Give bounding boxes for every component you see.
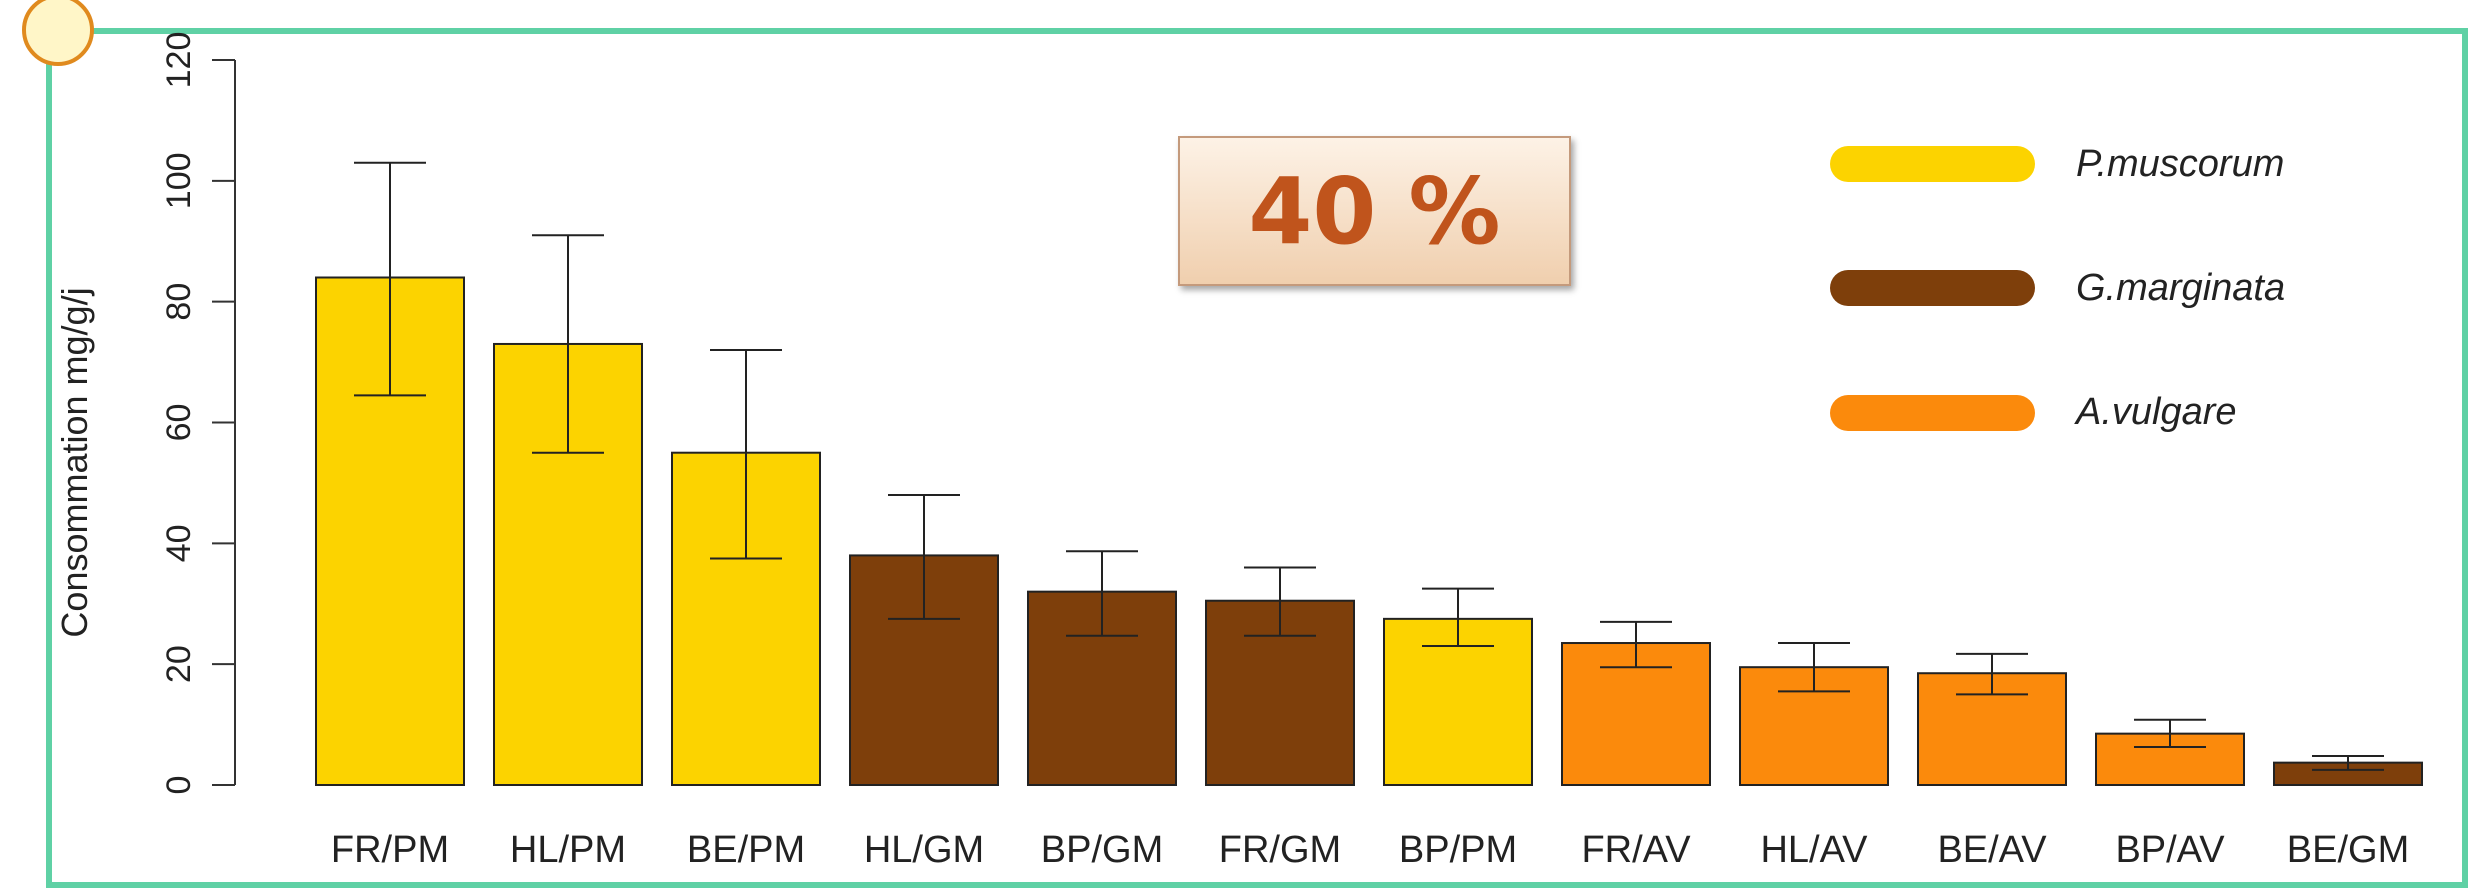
category-label: HL/PM: [510, 829, 626, 871]
y-tick-label: 0: [160, 776, 198, 795]
y-tick-label: 100: [160, 152, 198, 209]
category-label: HL/AV: [1760, 829, 1868, 871]
highlight-box: 40 %: [1178, 136, 1571, 286]
legend-label-pm: P.muscorum: [2076, 143, 2285, 185]
category-label: BP/AV: [2115, 829, 2225, 871]
category-label: FR/PM: [331, 829, 449, 871]
legend-label-av: A.vulgare: [2076, 391, 2237, 433]
y-tick-label: 40: [160, 524, 198, 562]
y-axis-title: Consommation mg/g/j: [54, 287, 95, 637]
legend-swatch-gm: [1830, 270, 2035, 306]
y-tick-label: 60: [160, 404, 198, 442]
category-label: FR/GM: [1219, 829, 1341, 871]
category-label: HL/GM: [864, 829, 984, 871]
category-label: BE/GM: [2287, 829, 2409, 871]
category-label: BE/AV: [1937, 829, 2047, 871]
category-label: FR/AV: [1581, 829, 1691, 871]
legend-swatch-pm: [1830, 146, 2035, 182]
y-tick-label: 80: [160, 283, 198, 321]
corner-badge-icon: [22, 0, 94, 66]
category-label: BE/PM: [687, 829, 805, 871]
y-tick-label: 20: [160, 645, 198, 683]
legend-swatch-av: [1830, 395, 2035, 431]
y-tick-label: 120: [160, 32, 198, 89]
legend-label-gm: G.marginata: [2076, 267, 2286, 309]
highlight-percentage: 40 %: [1248, 157, 1501, 265]
category-label: BP/GM: [1041, 829, 1163, 871]
category-label: BP/PM: [1399, 829, 1517, 871]
